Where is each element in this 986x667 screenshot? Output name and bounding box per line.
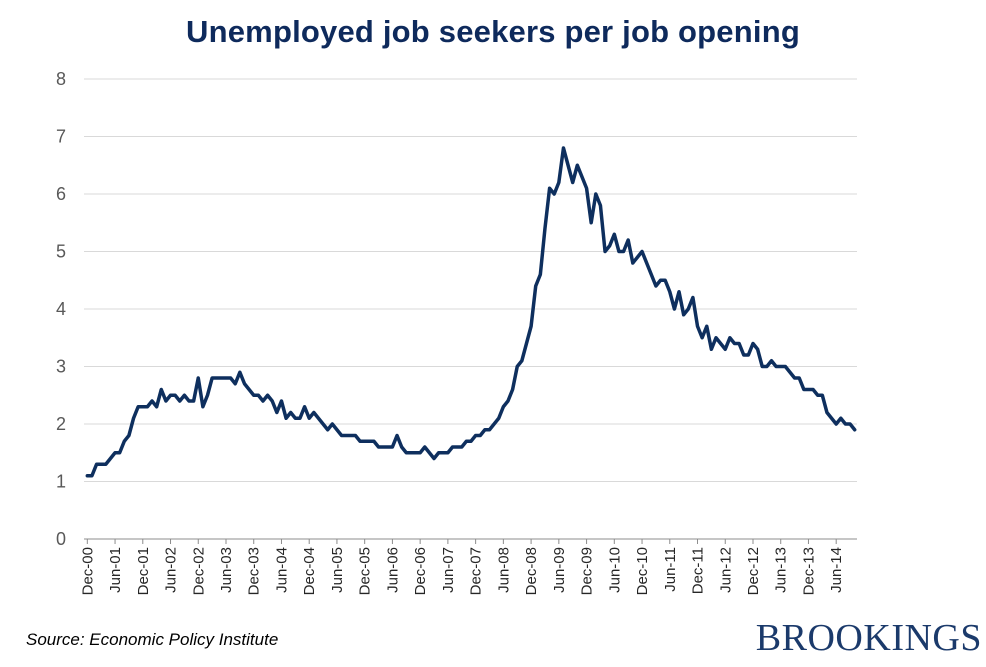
y-tick-label: 3: [56, 357, 66, 377]
y-tick-label: 4: [56, 299, 66, 319]
x-tick-label: Jun-10: [606, 547, 623, 593]
x-tick-label: Jun-13: [773, 547, 790, 593]
x-tick-label: Dec-08: [523, 547, 540, 595]
x-tick-label: Dec-06: [412, 547, 429, 595]
x-tick-label: Dec-13: [800, 547, 817, 595]
x-tick-label: Dec-04: [301, 547, 318, 595]
y-axis-ticks: 0 1 2 3 4 5 6 7 8: [56, 69, 66, 549]
x-tick-label: Dec-12: [745, 547, 762, 595]
x-tick-label: Dec-05: [357, 547, 374, 595]
y-tick-label: 6: [56, 184, 66, 204]
x-tick-label: Jun-02: [163, 547, 180, 593]
x-tick-label: Jun-06: [384, 547, 401, 593]
x-tick-label: Dec-02: [190, 547, 207, 595]
x-tick-label: Jun-03: [218, 547, 235, 593]
x-tick-label: Jun-14: [828, 547, 845, 593]
x-tick-label: Jun-04: [273, 547, 290, 593]
y-tick-label: 2: [56, 414, 66, 434]
series-group: [85, 146, 857, 478]
x-tick-label: Jun-01: [107, 547, 124, 593]
brookings-logo: BROOKINGS: [755, 617, 982, 659]
x-tick-label: Dec-01: [135, 547, 152, 595]
y-tick-label: 7: [56, 127, 66, 147]
x-tick-label: Jun-05: [329, 547, 346, 593]
source-note: Source: Economic Policy Institute: [26, 630, 279, 649]
y-tick-label: 5: [56, 242, 66, 262]
x-tick-label: Jun-07: [440, 547, 457, 593]
x-axis-ticks: Dec-00 Jun-01 Dec-01 Jun-02 Dec-02 Jun-03 Dec-…: [79, 539, 845, 595]
gridlines: [84, 78, 857, 540]
x-tick-label: Jun-12: [717, 547, 734, 593]
x-tick-label: Jun-09: [551, 547, 568, 593]
y-tick-label: 0: [56, 529, 66, 549]
x-tick-label: Jun-11: [662, 547, 679, 592]
x-tick-label: Dec-00: [79, 547, 96, 595]
x-tick-label: Dec-10: [634, 547, 651, 595]
series-line: [85, 146, 857, 478]
x-tick-label: Dec-09: [579, 547, 596, 595]
x-tick-label: Dec-07: [468, 547, 485, 595]
x-tick-label: Jun-08: [495, 547, 512, 593]
y-tick-label: 1: [56, 472, 66, 492]
chart-title: Unemployed job seekers per job opening: [186, 14, 800, 49]
y-tick-label: 8: [56, 69, 66, 89]
x-tick-label: Dec-03: [246, 547, 263, 595]
x-tick-label: Dec-11: [690, 547, 707, 594]
